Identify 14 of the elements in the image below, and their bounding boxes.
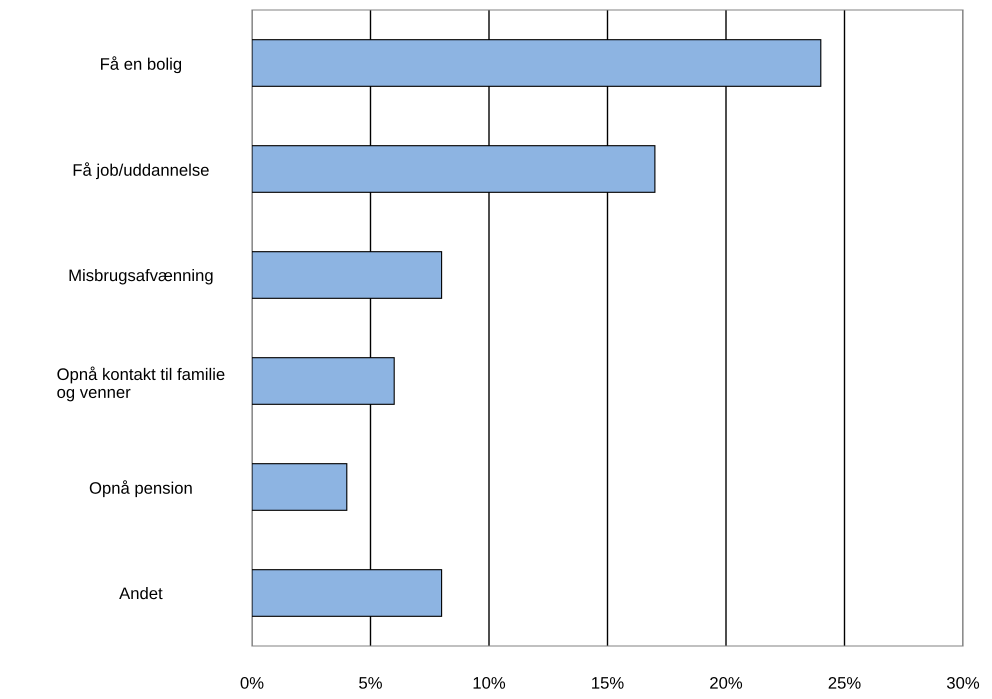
y-tick-label: Misbrugsafvænning: [70, 268, 213, 284]
y-tick-label: Opnå pension: [90, 480, 192, 498]
x-tick-label: 10%: [474, 676, 506, 689]
x-tick-label: 30%: [946, 676, 980, 689]
x-tick-label: 25%: [828, 676, 861, 689]
y-tick-label: Få en bolig: [101, 56, 182, 74]
y-tick-label: Få job/uddannelse: [74, 162, 209, 180]
x-tick-label: 0%: [240, 676, 264, 689]
bar: [252, 463, 348, 511]
x-tick-label: 5%: [359, 677, 382, 689]
y-tick-label: Opnå kontakt til familie og venner: [57, 366, 224, 402]
x-tick-label: 20%: [710, 676, 742, 689]
y-tick-label: Andet: [119, 586, 163, 600]
x-tick-label: 15%: [592, 677, 624, 689]
